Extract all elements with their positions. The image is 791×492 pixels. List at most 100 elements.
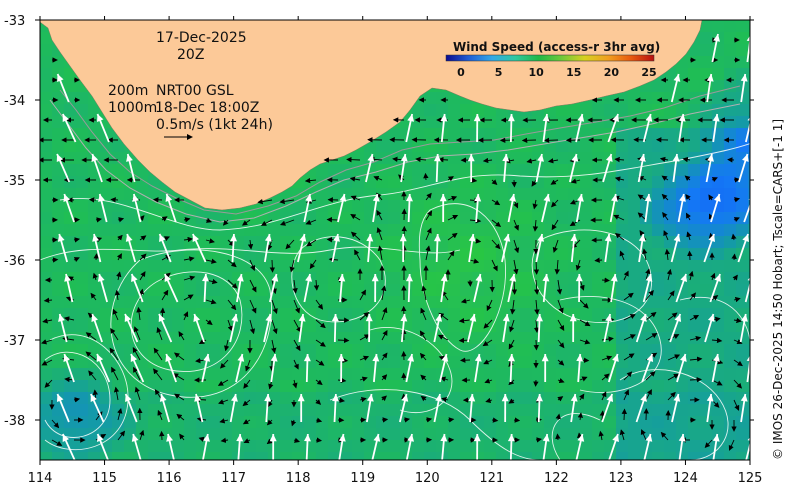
wind-speed-cell	[580, 176, 593, 189]
current-arrow	[161, 289, 169, 301]
wind-arrow-head	[439, 194, 447, 202]
wind-speed-cell	[688, 344, 701, 357]
wind-arrow-head	[741, 314, 748, 322]
wind-arrow-head	[57, 74, 64, 82]
wind-speed-cell	[328, 200, 341, 213]
wind-arrow-head	[712, 434, 720, 442]
wind-speed-cell	[376, 332, 389, 345]
wind-speed-cell	[712, 68, 725, 81]
wind-speed-cell	[712, 452, 725, 460]
wind-speed-cell	[268, 404, 281, 417]
wind-speed-cell	[508, 332, 521, 345]
wind-speed-cell	[628, 368, 641, 381]
wind-speed-cell	[100, 176, 113, 189]
wind-arrow-head	[193, 314, 200, 322]
wind-arrow-head	[440, 114, 448, 122]
sst-contour	[40, 246, 461, 261]
wind-arrow-head	[508, 354, 515, 362]
wind-speed-cell	[724, 320, 737, 333]
current-arrow	[619, 429, 626, 441]
wind-speed-cell	[376, 440, 389, 453]
wind-speed-cell	[724, 176, 737, 189]
wind-speed-cell	[112, 392, 125, 405]
wind-speed-cell	[280, 296, 293, 309]
wind-speed-cell	[352, 152, 365, 165]
current-arrow	[217, 379, 229, 386]
wind-speed-cell	[616, 284, 629, 297]
current-arrow	[354, 249, 361, 261]
current-arrow	[403, 417, 411, 423]
wind-arrow-head	[90, 394, 98, 402]
current-arrow	[114, 289, 121, 301]
wind-speed-cell	[40, 272, 53, 285]
current-arrow	[423, 172, 429, 181]
current-arrow	[420, 374, 427, 381]
wind-speed-cell	[208, 452, 221, 460]
current-arrow	[623, 353, 635, 361]
wind-speed-cell	[472, 404, 485, 417]
wind-speed-cell	[748, 116, 750, 129]
wind-speed-cell	[616, 416, 629, 429]
wind-speed-cell	[328, 284, 341, 297]
wind-speed-cell	[40, 176, 53, 189]
current-arrow	[51, 439, 63, 446]
current-arrow	[113, 386, 120, 401]
wind-speed-cell	[400, 200, 413, 213]
wind-speed-cell	[532, 260, 545, 273]
wind-speed-cell	[388, 152, 401, 165]
wind-speed-cell	[220, 380, 233, 393]
wind-speed-cell	[688, 392, 701, 405]
sst-contour	[559, 295, 662, 393]
wind-speed-cell	[148, 272, 161, 285]
wind-speed-cell	[640, 224, 653, 237]
wind-speed-cell	[364, 200, 377, 213]
wind-speed-cell	[52, 176, 65, 189]
wind-arrow-head	[62, 434, 70, 442]
wind-speed-cell	[592, 224, 605, 237]
wind-speed-cell	[52, 200, 65, 213]
wind-speed-cell	[304, 440, 317, 453]
current-arrow	[437, 334, 449, 341]
wind-speed-cell	[40, 224, 53, 237]
wind-speed-cell	[460, 440, 473, 453]
wind-speed-cell	[484, 272, 497, 285]
wind-arrow-head	[503, 234, 511, 242]
wind-speed-cell	[160, 368, 173, 381]
current-arrow	[425, 227, 432, 241]
wind-speed-cell	[748, 404, 750, 417]
wind-arrow-head	[473, 434, 481, 442]
wind-speed-cell	[568, 176, 581, 189]
wind-speed-cell	[700, 272, 713, 285]
wind-arrow-head	[299, 234, 307, 242]
wind-speed-cell	[472, 332, 485, 345]
wind-speed-cell	[664, 428, 677, 441]
wind-speed-cell	[712, 152, 725, 165]
wind-speed-cell	[160, 260, 173, 273]
current-arrow	[249, 259, 256, 271]
wind-arrow-head	[91, 154, 99, 162]
current-arrow	[623, 270, 629, 281]
current-arrow	[139, 271, 146, 281]
wind-speed-cell	[544, 368, 557, 381]
current-arrow	[733, 317, 742, 324]
wind-speed-cell	[52, 260, 65, 273]
wind-speed-cell	[184, 440, 197, 453]
y-tick-label: -34	[4, 94, 25, 109]
current-arrow	[247, 239, 254, 250]
wind-speed-cell	[340, 332, 353, 345]
wind-speed-cell	[124, 416, 137, 429]
current-arrow	[599, 410, 606, 421]
wind-speed-cell	[328, 440, 341, 453]
wind-speed-cell	[412, 356, 425, 369]
current-arrow	[63, 316, 75, 322]
current-arrow	[346, 156, 361, 163]
wind-speed-cell	[220, 284, 233, 297]
current-arrow	[579, 339, 591, 345]
wind-speed-cell	[520, 296, 533, 309]
wind-speed-cell	[532, 368, 545, 381]
wind-arrow-head	[747, 117, 750, 121]
wind-speed-cell	[532, 344, 545, 357]
wind-speed-cell	[724, 116, 737, 129]
wind-speed-cell	[292, 200, 305, 213]
wind-arrow-head	[440, 434, 448, 442]
